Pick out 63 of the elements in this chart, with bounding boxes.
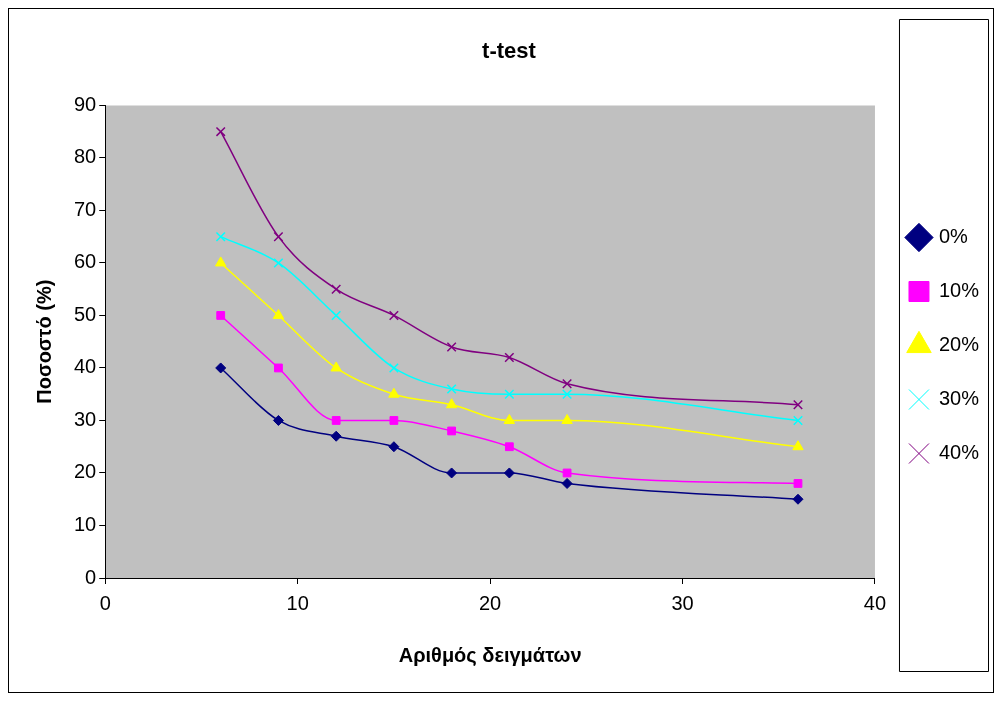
legend-label: 20% <box>938 333 980 356</box>
point <box>504 442 514 452</box>
point <box>793 399 803 410</box>
point <box>272 414 284 426</box>
point <box>446 467 458 479</box>
x-tick-label: 0 <box>99 591 111 614</box>
point <box>446 341 457 352</box>
x-tick-label: 10 <box>286 591 309 614</box>
point <box>272 308 285 319</box>
point <box>215 231 226 242</box>
y-tick-label: 0 <box>85 565 97 588</box>
legend-label: 30% <box>938 387 980 410</box>
y-tick-label: 70 <box>74 197 97 220</box>
point <box>215 256 227 267</box>
point <box>330 430 342 442</box>
point <box>504 389 515 400</box>
x-axis-title: Αριθμός δειγμάτων <box>398 643 582 666</box>
point <box>331 416 341 425</box>
point <box>793 479 803 488</box>
point <box>331 310 342 321</box>
point <box>389 416 399 425</box>
point <box>388 362 399 373</box>
point <box>561 477 573 489</box>
point <box>562 378 573 389</box>
y-tick-label: 30 <box>74 407 97 430</box>
point <box>447 426 457 436</box>
y-tick-label: 60 <box>74 250 97 273</box>
point <box>504 352 515 363</box>
point <box>330 361 342 372</box>
y-tick-label: 10 <box>74 513 97 535</box>
legend-label: 40% <box>938 441 980 464</box>
point <box>561 413 573 424</box>
point <box>274 363 283 373</box>
chart-title: t-test <box>482 38 537 64</box>
point <box>792 493 804 505</box>
point <box>388 441 400 453</box>
y-tick-label: 20 <box>74 460 97 483</box>
y-tick-label: 40 <box>74 355 97 378</box>
y-tick-label: 50 <box>74 302 97 325</box>
point <box>388 387 400 398</box>
legend-label: 0% <box>938 225 969 248</box>
point <box>562 389 573 400</box>
point <box>331 284 342 295</box>
x-tick-label: 20 <box>478 591 502 614</box>
point <box>445 398 458 409</box>
point <box>792 440 804 451</box>
point <box>793 415 803 426</box>
point <box>388 310 399 321</box>
x-tick-label: 30 <box>671 591 694 614</box>
point <box>215 362 227 374</box>
y-tick-label: 90 <box>74 92 97 115</box>
point <box>562 468 572 478</box>
y-axis-title: Ποσοστό (%) <box>32 279 55 404</box>
point <box>446 383 457 394</box>
point <box>216 311 226 320</box>
y-tick-label: 80 <box>74 145 97 168</box>
legend-label: 10% <box>938 279 980 302</box>
point <box>503 413 516 424</box>
point <box>273 231 284 242</box>
point <box>273 257 284 268</box>
point <box>215 126 226 137</box>
x-tick-label: 40 <box>863 591 887 614</box>
point <box>503 467 515 479</box>
